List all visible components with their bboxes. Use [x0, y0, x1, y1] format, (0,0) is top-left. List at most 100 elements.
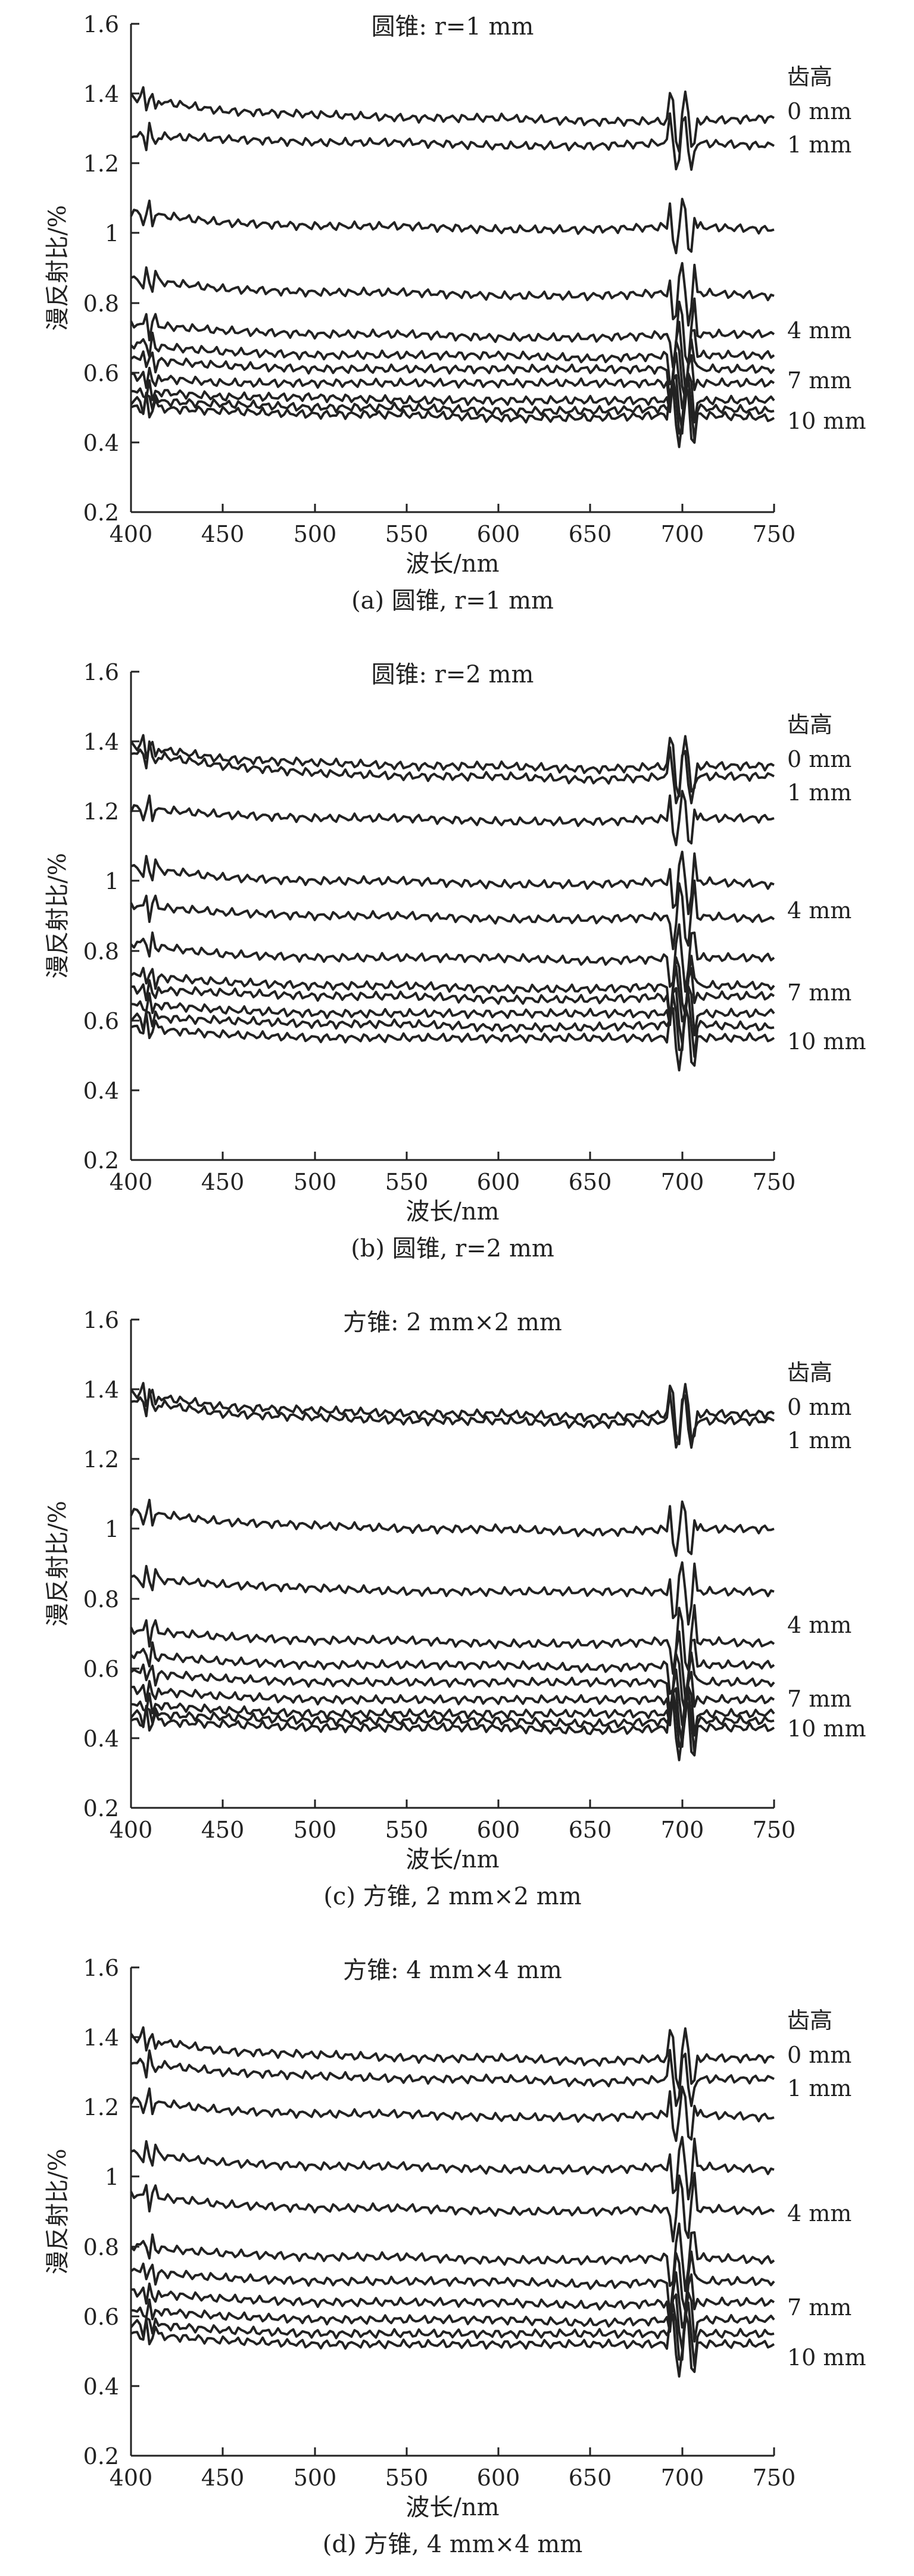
panel-caption: (b) 圆锥, r=2 mm: [351, 1235, 554, 1262]
series-line: [130, 2135, 775, 2201]
y-tick-label: 1.4: [83, 729, 119, 755]
series-line: [130, 320, 775, 391]
panel-c: 方锥: 2 mm×2 mm 0.2 0.4 0.6 0.8 1 1.2 1.4 …: [44, 1307, 866, 1910]
legend: 齿高 0 mm 1 mm 4 mm 7 mm 10 mm: [787, 712, 866, 1055]
series-line: [130, 985, 775, 1044]
x-tick-label: 600: [477, 1817, 520, 1843]
x-tick-label: 700: [661, 1817, 704, 1843]
x-tick-label: 750: [753, 521, 796, 547]
series-lines: [130, 86, 775, 448]
panel-caption: (c) 方锥, 2 mm×2 mm: [323, 1883, 581, 1910]
x-tick-label: 550: [385, 2465, 429, 2491]
y-axis-label: 漫反射比/%: [44, 1501, 71, 1626]
x-tick-label: 500: [294, 521, 337, 547]
legend-label: 4 mm: [787, 1612, 851, 1638]
legend-title: 齿高: [787, 2007, 832, 2034]
series-line: [130, 1561, 775, 1626]
series-line: [130, 1388, 775, 1449]
series-line: [130, 1004, 775, 1072]
y-tick-label: 0.8: [83, 2234, 119, 2260]
x-axis: 400 450 500 550 600 650 700 750 波长/nm: [110, 2447, 796, 2521]
series-line: [130, 198, 775, 254]
y-tick-label: 1.6: [83, 1307, 119, 1333]
y-axis: 0.2 0.4 0.6 0.8 1 1.2 1.4 1.6 漫反射比/%: [44, 11, 139, 526]
series-line: [130, 2085, 775, 2142]
series-line: [130, 1604, 775, 1675]
y-tick-label: 1: [105, 220, 119, 247]
series-line: [130, 2048, 775, 2107]
y-tick-label: 1.2: [83, 1446, 119, 1473]
y-tick-label: 1: [105, 1516, 119, 1542]
y-tick-label: 1: [105, 868, 119, 894]
series-line: [130, 351, 775, 410]
legend-label: 0 mm: [787, 98, 851, 124]
legend-label: 7 mm: [787, 367, 851, 394]
panel-b: 圆锥: r=2 mm 0.2 0.4 0.6 0.8 1 1.2 1.4 1.6…: [44, 659, 866, 1262]
panel-title: 圆锥: r=1 mm: [372, 13, 534, 40]
y-axis-label: 漫反射比/%: [44, 2148, 71, 2274]
x-tick-label: 650: [569, 521, 612, 547]
series-line: [130, 991, 775, 1058]
y-tick-label: 1.6: [83, 1955, 119, 1981]
legend-label: 10 mm: [787, 408, 866, 434]
legend-label: 4 mm: [787, 317, 851, 344]
series-line: [130, 2301, 775, 2368]
series-line: [130, 2172, 775, 2243]
x-tick-label: 400: [110, 521, 153, 547]
x-tick-label: 700: [661, 2465, 704, 2491]
x-tick-label: 500: [294, 2465, 337, 2491]
series-lines: [130, 2026, 775, 2378]
x-tick-label: 600: [477, 2465, 520, 2491]
y-tick-label: 0.8: [83, 1586, 119, 1613]
x-tick-label: 400: [110, 1169, 153, 1195]
x-tick-label: 650: [569, 2465, 612, 2491]
series-line: [130, 923, 775, 993]
series-line: [130, 955, 775, 1022]
x-axis-label: 波长/nm: [405, 1846, 499, 1873]
x-tick-label: 750: [753, 1169, 796, 1195]
legend-label: 1 mm: [787, 2075, 851, 2101]
x-tick-label: 700: [661, 1169, 704, 1195]
x-axis: 400 450 500 550 600 650 700 750 波长/nm: [110, 504, 796, 578]
legend-label: 0 mm: [787, 746, 851, 772]
series-line: [130, 850, 775, 915]
series-lines: [130, 734, 775, 1072]
x-tick-label: 650: [569, 1817, 612, 1843]
legend-label: 4 mm: [787, 2200, 851, 2226]
legend-title: 齿高: [787, 712, 832, 738]
legend: 齿高 0 mm 1 mm 4 mm 7 mm 10 mm: [787, 2007, 866, 2371]
y-tick-label: 1.2: [83, 151, 119, 177]
series-line: [130, 1685, 775, 1745]
series-line: [130, 1669, 775, 1726]
series-line: [130, 790, 775, 847]
series-line: [130, 112, 775, 171]
panel-title: 圆锥: r=2 mm: [372, 661, 534, 688]
y-tick-label: 0.2: [83, 500, 119, 526]
series-line: [130, 1498, 775, 1557]
x-tick-label: 450: [201, 1817, 245, 1843]
y-tick-label: 0.4: [83, 1078, 119, 1104]
y-tick-label: 0.2: [83, 2443, 119, 2469]
x-tick-label: 600: [477, 1169, 520, 1195]
series-line: [130, 297, 775, 369]
series-line: [130, 2250, 775, 2318]
y-tick-label: 0.4: [83, 430, 119, 456]
x-tick-label: 750: [753, 1817, 796, 1843]
y-tick-label: 1.2: [83, 2094, 119, 2120]
series-line: [130, 880, 775, 950]
y-tick-label: 0.6: [83, 360, 119, 386]
legend-label: 10 mm: [787, 2344, 866, 2371]
panel-title: 方锥: 4 mm×4 mm: [343, 1957, 562, 1984]
x-tick-label: 400: [110, 1817, 153, 1843]
legend-label: 7 mm: [787, 1686, 851, 1712]
legend: 齿高 0 mm 1 mm 4 mm 7 mm 10 mm: [787, 64, 866, 434]
legend-label: 4 mm: [787, 897, 851, 924]
legend-label: 10 mm: [787, 1716, 866, 1742]
x-tick-label: 600: [477, 521, 520, 547]
y-axis-label: 漫反射比/%: [44, 853, 71, 978]
series-line: [130, 2222, 775, 2293]
x-tick-label: 700: [661, 521, 704, 547]
legend-label: 10 mm: [787, 1028, 866, 1055]
legend-label: 7 mm: [787, 2294, 851, 2321]
